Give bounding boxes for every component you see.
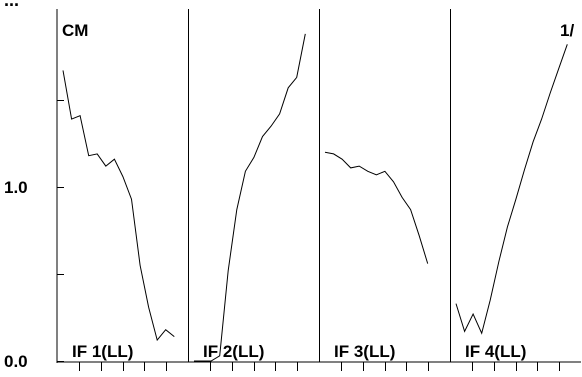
series-line — [455, 44, 568, 335]
panel-label: IF 2(LL) — [203, 342, 264, 361]
panel-label: IF 1(LL) — [72, 342, 133, 361]
panel-label: IF 3(LL) — [334, 342, 395, 361]
panel-labels: IF 1(LL) IF 2(LL) IF 3(LL) IF 4(LL) — [72, 342, 526, 361]
series-line — [324, 151, 429, 264]
series-line — [194, 33, 306, 362]
axis-ticks — [57, 100, 560, 371]
corner-label-right: 1/ — [560, 21, 574, 40]
plot-frame — [56, 9, 581, 363]
y-tick-label: 0.0 — [4, 352, 28, 371]
chart-title-fragment: ... — [4, 0, 19, 10]
y-tick-label: 1.0 — [4, 178, 28, 197]
panel-label: IF 4(LL) — [465, 342, 526, 361]
corner-label-left: CM — [62, 21, 88, 40]
series-lines — [62, 33, 568, 362]
y-axis-labels: 1.0 0.0 — [4, 178, 28, 371]
series-line — [62, 70, 175, 342]
